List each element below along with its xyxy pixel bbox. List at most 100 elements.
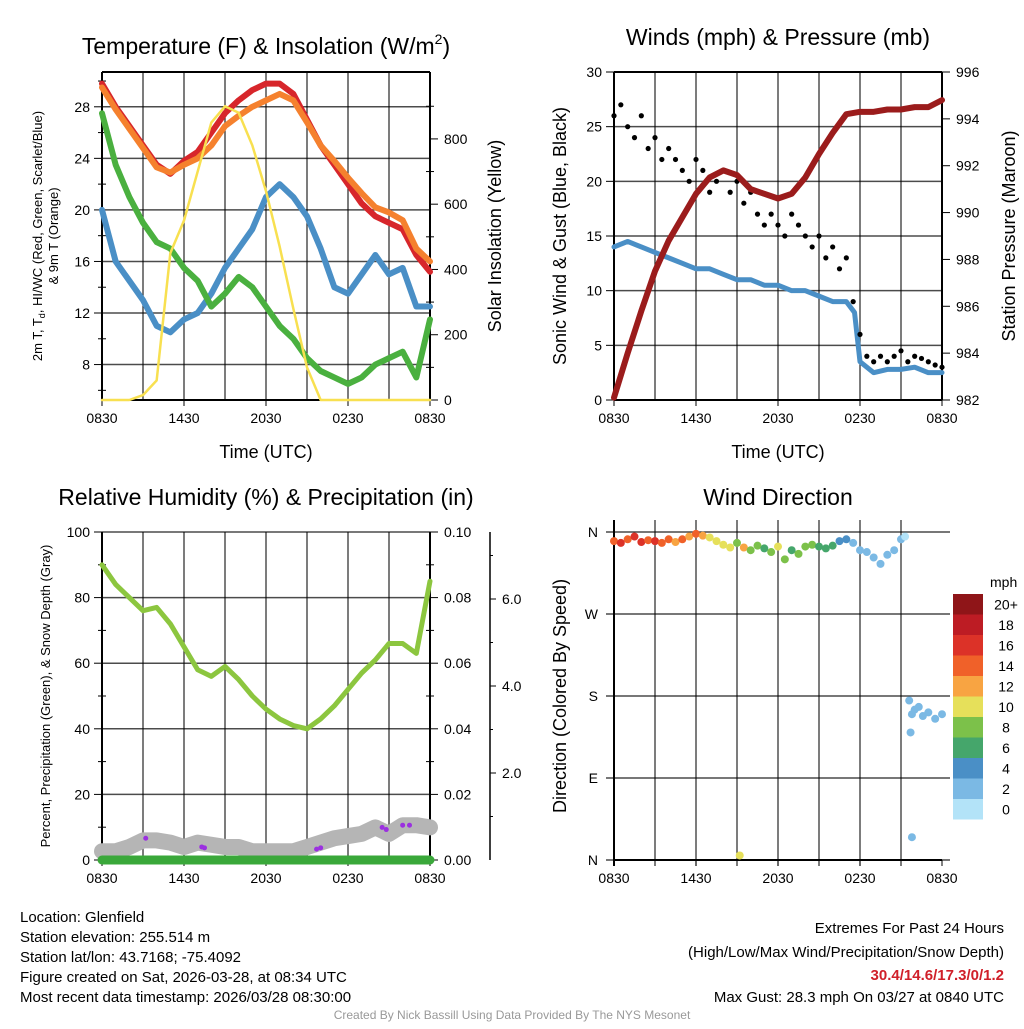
gust-point <box>871 359 877 365</box>
winddir-xtick-label: 2030 <box>762 870 793 886</box>
gust-point <box>925 359 931 365</box>
gust-point <box>618 102 624 108</box>
wind-direction-point <box>630 532 639 541</box>
snow-depth-tick-label: 6.0 <box>502 591 522 607</box>
wind-xtick-label: 2030 <box>762 410 793 426</box>
gust-point <box>891 353 897 359</box>
winddir-xtick-label: 0230 <box>844 870 875 886</box>
wind-direction-point <box>906 728 915 737</box>
gust-point <box>713 178 720 184</box>
wind-direction-point <box>828 541 837 550</box>
max-gust: Max Gust: 28.3 mph On 03/27 at 0840 UTC <box>714 989 1004 1006</box>
wind-direction-point <box>787 546 796 555</box>
colorbar-swatch <box>953 696 983 717</box>
wind-direction-point <box>901 532 910 541</box>
wind-direction-point <box>616 538 625 547</box>
colorbar-label: 6 <box>1002 740 1010 756</box>
colorbar-label: 18 <box>998 617 1014 633</box>
wind-direction-point <box>801 542 810 551</box>
wind-direction-point <box>890 546 899 555</box>
wind-direction-point <box>610 537 618 546</box>
wind-xtick-label: 0830 <box>598 410 629 426</box>
gust-point <box>768 211 774 217</box>
rh-ytick-label: 100 <box>67 524 91 540</box>
precip-y2tick-label: 0.00 <box>444 852 471 868</box>
wind-xtick-label: 0230 <box>844 410 875 426</box>
pressure-y2tick-label: 992 <box>956 158 980 174</box>
gust-point <box>816 233 822 239</box>
pressure-y2tick-label: 982 <box>956 392 980 408</box>
wind-direction-point <box>780 555 789 564</box>
solar-y2tick-label: 0 <box>444 392 452 408</box>
wind-direction-point <box>739 543 748 552</box>
winddir-xtick-label: 0830 <box>598 870 629 886</box>
wind-panel-title: Winds (mph) & Pressure (mb) <box>626 24 930 50</box>
snow-depth-tick-label: 4.0 <box>502 678 522 694</box>
colorbar-swatch <box>953 758 983 779</box>
series-solar-insolation-line <box>100 105 432 402</box>
pressure-y2tick-label: 990 <box>956 205 980 221</box>
wind-direction-point <box>815 542 823 551</box>
wind-direction-point <box>705 533 714 542</box>
gust-point <box>672 156 679 163</box>
footer-latlon: Station lat/lon: 43.7168; -75.4092 <box>20 949 241 966</box>
colorbar-swatch <box>953 635 983 656</box>
precip-y2tick-label: 0.02 <box>444 786 471 802</box>
gust-point <box>761 222 767 228</box>
winddir-ytick-label: N <box>588 852 598 868</box>
temp-xtick-label: 2030 <box>250 410 281 426</box>
solar-y2tick-label: 400 <box>444 261 468 277</box>
wind-direction-point <box>678 535 687 544</box>
colorbar-label: 20+ <box>994 596 1018 612</box>
pressure-y2tick-label: 996 <box>956 64 980 80</box>
wind-direction-point <box>664 535 673 544</box>
gust-point <box>666 145 672 152</box>
temp-xtick-label: 0830 <box>414 410 445 426</box>
colorbar-label: 14 <box>998 658 1014 674</box>
colorbar-swatch <box>953 655 983 676</box>
temp-ytick-label: 8 <box>82 357 90 373</box>
gust-point <box>645 145 651 152</box>
gust-point <box>877 353 884 359</box>
wind-ytick-label: 15 <box>586 228 602 244</box>
rh-ytick-label: 40 <box>74 721 90 737</box>
temp-ytick-label: 20 <box>74 202 90 218</box>
colorbar-label: 8 <box>1002 719 1010 735</box>
extremes-title: Extremes For Past 24 Hours <box>815 920 1004 937</box>
wind-direction-point <box>698 531 707 540</box>
colorbar-label: 0 <box>1002 801 1010 817</box>
precip-y2tick-label: 0.06 <box>444 655 471 671</box>
wind-direction-point <box>835 537 844 546</box>
colorbar-swatch <box>953 799 983 820</box>
pressure-y2tick-label: 988 <box>956 251 980 267</box>
gust-point <box>918 355 925 362</box>
gust-point <box>679 167 685 173</box>
colorbar-swatch <box>953 778 983 799</box>
wind-direction-point <box>883 550 892 559</box>
wind-direction-point <box>821 544 830 553</box>
wind-direction-point <box>733 538 741 547</box>
temp-panel-title: Temperature (F) & Insolation (W/m2) <box>82 31 450 59</box>
wind-direction-point <box>735 851 744 860</box>
purple-point <box>400 822 406 828</box>
gust-point <box>775 222 781 228</box>
gust-point <box>898 348 904 354</box>
wind-direction-point <box>862 548 871 557</box>
purple-point <box>383 827 389 833</box>
rh-xtick-label: 0830 <box>414 870 445 886</box>
gust-point <box>905 359 911 365</box>
purple-point <box>407 822 412 828</box>
wind-direction-point <box>774 542 782 551</box>
gust-point <box>850 299 856 305</box>
wind-ytick-label: 0 <box>594 392 602 408</box>
gust-point <box>843 255 849 261</box>
gust-point <box>652 135 658 141</box>
temp-ytick-label: 12 <box>74 305 90 321</box>
snow-depth-tick-label: 2.0 <box>502 765 522 781</box>
temp-xtick-label: 0230 <box>332 410 363 426</box>
wind-ytick-label: 5 <box>594 337 602 353</box>
wind-direction-point <box>914 702 923 711</box>
extremes-subtitle: (High/Low/Max Wind/Precipitation/Snow De… <box>688 944 1004 961</box>
colorbar-label: 10 <box>998 699 1014 715</box>
gust-point <box>686 178 692 184</box>
